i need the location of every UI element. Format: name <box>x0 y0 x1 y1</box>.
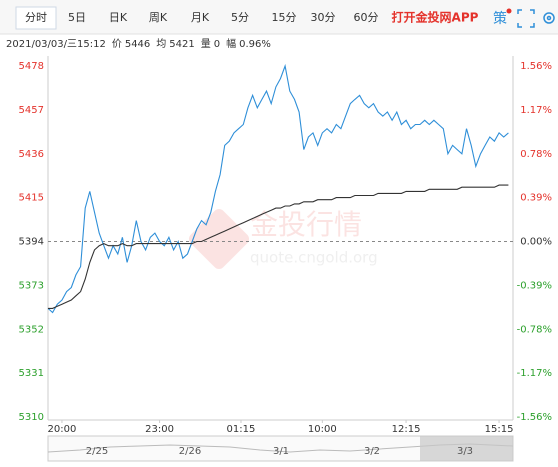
tab[interactable]: 分时 <box>25 11 47 24</box>
info-time: 2021/03/03/三15:12 <box>6 39 106 50</box>
y-tick-label: 5331 <box>19 368 44 379</box>
plot: 1.56% 1.17% 0.78% 0.39% 0.00% -0.39% -0.78% -1.… <box>19 61 552 435</box>
info-line: 2021/03/03/三15:12 价 5446 均 5421 量 0 幅 0.96% <box>6 37 271 50</box>
y2-tick-label: -1.17% <box>517 368 552 379</box>
x-tick-label: 01:15 <box>227 424 256 435</box>
badge <box>506 8 512 14</box>
info-volume: 0 <box>214 39 220 50</box>
y2-tick-label: 0.00% <box>520 237 552 248</box>
info-avg: 5421 <box>169 39 194 50</box>
tabs: 分时 5日 日K 周K 月K 5分 15分 30分 60分 <box>25 11 379 24</box>
y-tick-label: 5394 <box>19 237 44 248</box>
navigator-dates: 2/25 2/26 3/1 3/2 3/3 <box>86 446 473 457</box>
tab[interactable]: 60分 <box>354 11 379 24</box>
y2-tick-label: -1.56% <box>517 412 552 423</box>
tab-bar <box>0 0 558 34</box>
y-tick-label: 5436 <box>19 149 44 160</box>
tab-selected-bg <box>15 6 57 30</box>
x-tick-label: 10:00 <box>308 424 337 435</box>
info-volume-label: 量 <box>201 38 211 50</box>
navigator-date: 3/2 <box>364 446 380 457</box>
info-price-label: 价 <box>112 38 122 50</box>
y2-tick-label: 0.39% <box>520 193 552 204</box>
y2-tick-label: 1.17% <box>520 105 552 116</box>
y-tick-label: 5373 <box>19 280 44 291</box>
info-price: 5446 <box>125 39 150 50</box>
navigator-date: 3/1 <box>273 446 289 457</box>
y2-tick-label: -0.39% <box>517 280 552 291</box>
strategy-button[interactable]: 策 <box>493 10 507 27</box>
y2-tick-label: 0.78% <box>520 149 552 160</box>
info-change-label: 幅 <box>226 37 236 50</box>
watermark-url: quote.cngold.org <box>250 249 378 267</box>
tab[interactable]: 5分 <box>231 11 249 24</box>
y-tick-label: 5478 <box>19 61 44 72</box>
watermark-brand: 金投行情 <box>250 208 362 241</box>
info-avg-label: 均 <box>156 38 166 50</box>
tab[interactable]: 周K <box>149 11 168 24</box>
fullscreen-icon[interactable] <box>517 9 535 28</box>
settings-icon[interactable] <box>543 12 555 24</box>
navigator-date: 3/3 <box>457 446 473 457</box>
y-tick-label: 5352 <box>19 324 44 335</box>
watermark: 金投行情 quote.cngold.org <box>188 208 378 270</box>
x-tick-label: 23:00 <box>145 424 174 435</box>
y2-tick-label: -0.78% <box>517 324 552 335</box>
y-tick-label: 5310 <box>19 412 44 423</box>
tab[interactable]: 30分 <box>311 11 336 24</box>
app-link[interactable]: 打开金投网APP <box>392 10 479 25</box>
navigator-date: 2/25 <box>86 446 108 457</box>
x-tick-label: 12:15 <box>392 424 421 435</box>
tab[interactable]: 月K <box>191 11 210 24</box>
navigator-window[interactable] <box>420 436 513 461</box>
info-change: 0.96% <box>239 39 271 50</box>
tab[interactable]: 15分 <box>272 11 297 24</box>
average-line <box>48 184 509 309</box>
y-tick-label: 5415 <box>19 193 44 204</box>
tab[interactable]: 5日 <box>68 11 86 24</box>
y2-tick-label: 1.56% <box>520 61 552 72</box>
x-tick-label: 20:00 <box>48 424 77 435</box>
price-line <box>47 63 509 314</box>
x-tick-label: 15:15 <box>485 424 514 435</box>
tab[interactable]: 日K <box>109 11 128 24</box>
y-tick-label: 5457 <box>19 105 44 116</box>
navigator-date: 2/26 <box>179 446 201 457</box>
